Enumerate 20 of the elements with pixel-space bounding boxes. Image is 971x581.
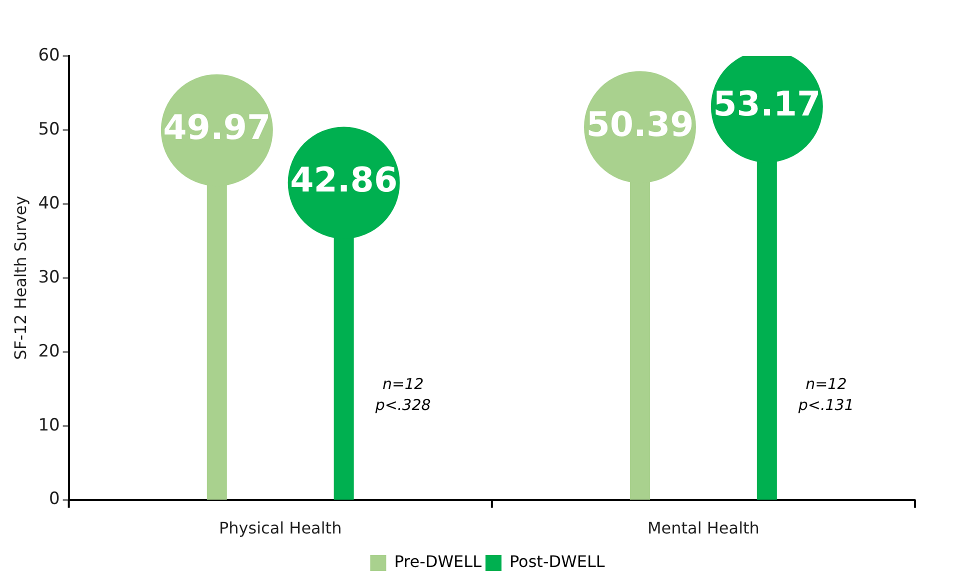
data-label: 42.86 xyxy=(290,160,398,201)
annotation: n=12 xyxy=(382,375,424,394)
annotation: p<.131 xyxy=(797,396,854,414)
y-tick-label: 0 xyxy=(49,489,60,510)
data-label: 50.39 xyxy=(586,104,694,145)
y-axis-title: SF-12 Health Survey xyxy=(10,196,30,360)
y-tick-label: 40 xyxy=(38,193,60,214)
data-label: 53.17 xyxy=(713,84,821,124)
y-tick-label: 20 xyxy=(38,341,60,362)
y-tick-label: 60 xyxy=(38,45,60,66)
x-tick-label: Mental Health xyxy=(647,518,760,538)
legend-label: Pre-DWELL xyxy=(394,552,482,572)
y-tick-label: 30 xyxy=(38,267,60,288)
x-tick-label: Physical Health xyxy=(219,518,342,538)
legend-label: Post-DWELL xyxy=(509,552,605,572)
annotation: p<.328 xyxy=(374,396,431,414)
y-tick-label: 10 xyxy=(38,415,60,436)
y-tick-label: 50 xyxy=(38,119,60,140)
data-label: 49.97 xyxy=(163,108,271,148)
annotation: n=12 xyxy=(806,375,847,394)
